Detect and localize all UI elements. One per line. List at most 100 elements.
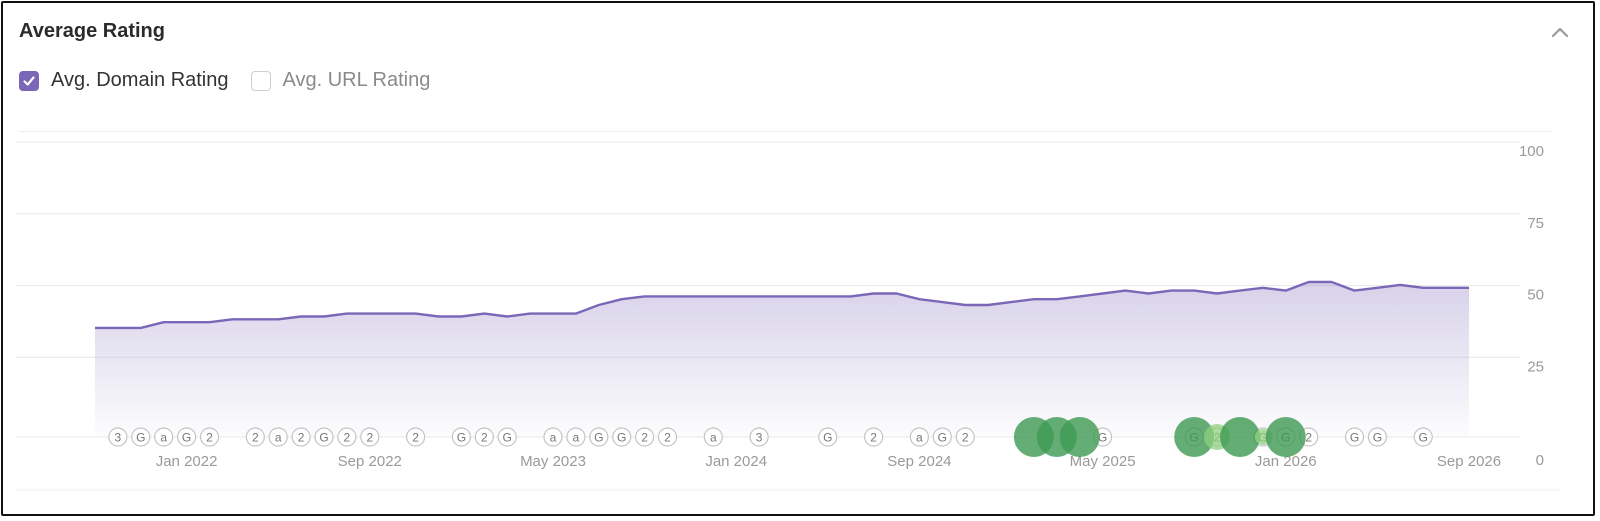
annotation-label: G — [1350, 431, 1359, 445]
annotation-label: G — [182, 431, 191, 445]
annotation-circle — [1413, 427, 1433, 447]
annotation-marker: 3 — [749, 427, 769, 447]
annotation-circle — [1344, 427, 1365, 447]
update-bubble — [1174, 417, 1215, 457]
annotation-circle — [177, 427, 197, 447]
annotation-label: G — [617, 431, 626, 445]
x-tick-label: Jan 2024 — [705, 453, 767, 470]
annotation-marker: 3 — [108, 427, 128, 447]
x-tick-label: Sep 2024 — [887, 453, 951, 470]
annotation-marker: G — [1344, 427, 1365, 447]
annotation-circle — [909, 427, 930, 447]
toggle-avg-url-rating[interactable]: Avg. URL Rating — [250, 69, 431, 92]
annotation-marker: G — [177, 427, 197, 447]
annotation-label: 2 — [870, 431, 877, 445]
annotation-label: G — [136, 431, 145, 445]
y-tick-label: 50 — [1527, 287, 1544, 304]
annotation-label: 2 — [344, 431, 351, 445]
annotation-marker: G — [314, 427, 334, 447]
annotation-label: 2 — [641, 431, 648, 445]
annotation-circle — [932, 427, 952, 447]
annotation-circle — [1367, 427, 1388, 447]
card-title: Average Rating — [19, 20, 165, 42]
annotation-marker: G — [131, 427, 151, 447]
annotation-circle — [543, 427, 563, 447]
annotation-label: a — [573, 431, 580, 445]
annotation-circle — [268, 427, 288, 447]
annotation-circle — [657, 427, 678, 447]
annotation-circle — [818, 427, 838, 447]
x-tick-label: Jan 2022 — [156, 453, 218, 470]
annotation-label: a — [275, 431, 282, 445]
update-bubble — [1059, 417, 1100, 457]
annotation-marker: G — [818, 427, 838, 447]
annotation-circle — [589, 427, 609, 447]
x-tick-label: Sep 2022 — [338, 453, 402, 470]
annotation-label: 2 — [481, 431, 488, 445]
annotation-circle — [497, 427, 517, 447]
annotation-marker: G — [932, 427, 952, 447]
divider — [19, 131, 1551, 132]
toggle-label: Avg. URL Rating — [282, 69, 431, 91]
annotation-marker: G — [589, 427, 609, 447]
annotation-circle — [451, 427, 471, 447]
annotation-marker: a — [566, 427, 586, 447]
annotation-circle — [406, 427, 426, 447]
annotation-marker: G — [1367, 427, 1388, 447]
checkbox-checked-icon[interactable] — [19, 70, 39, 91]
annotation-label: G — [823, 431, 832, 445]
annotation-marker: 2 — [657, 427, 678, 447]
annotation-label: 2 — [206, 431, 213, 445]
series-toggles: Avg. Domain Rating Avg. URL Rating — [19, 69, 452, 92]
annotation-circle — [108, 427, 128, 447]
annotation-marker: 2 — [199, 427, 220, 447]
annotation-circle — [955, 427, 975, 447]
annotation-circle — [314, 427, 334, 447]
annotation-marker: 2 — [474, 427, 494, 447]
annotation-marker: G — [612, 427, 632, 447]
y-tick-label: 25 — [1527, 358, 1544, 375]
annotation-label: G — [457, 431, 466, 445]
annotation-circle — [245, 427, 265, 447]
annotation-circle — [703, 427, 723, 447]
annotation-circle — [360, 427, 380, 447]
y-tick-label: 100 — [1519, 143, 1544, 160]
annotation-label: 2 — [664, 431, 671, 445]
annotation-label: a — [916, 431, 923, 445]
annotation-label: G — [938, 431, 947, 445]
x-tick-label: Sep 2026 — [1437, 453, 1501, 470]
update-bubble — [1265, 417, 1306, 457]
annotation-label: G — [319, 431, 328, 445]
annotation-label: G — [1373, 431, 1382, 445]
annotation-circle — [634, 427, 655, 447]
annotation-marker: a — [543, 427, 563, 447]
annotation-circle — [863, 427, 884, 447]
toggle-avg-domain-rating[interactable]: Avg. Domain Rating — [19, 69, 229, 92]
annotation-circle — [566, 427, 586, 447]
update-bubble — [1220, 417, 1260, 457]
annotation-marker: 2 — [360, 427, 380, 447]
annotation-circle — [291, 427, 311, 447]
series-area — [95, 282, 1469, 437]
annotation-marker: G — [1413, 427, 1433, 447]
annotation-label: 2 — [252, 431, 259, 445]
annotation-marker: a — [154, 427, 174, 447]
annotation-label: 2 — [412, 431, 419, 445]
annotation-circle — [337, 427, 357, 447]
annotation-circle — [131, 427, 151, 447]
annotation-marker: a — [909, 427, 930, 447]
annotation-label: 2 — [962, 431, 969, 445]
annotation-label: 2 — [298, 431, 305, 445]
annotation-circle — [474, 427, 494, 447]
collapse-button[interactable] — [1545, 17, 1575, 47]
annotation-label: G — [594, 431, 603, 445]
annotation-label: G — [1098, 431, 1107, 445]
checkbox-unchecked-icon[interactable] — [250, 70, 271, 91]
annotation-label: a — [550, 431, 557, 445]
y-tick-label: 75 — [1527, 215, 1544, 232]
annotation-marker: 2 — [245, 427, 265, 447]
annotation-marker: G — [497, 427, 517, 447]
annotation-marker: 2 — [863, 427, 884, 447]
annotation-marker: a — [268, 427, 288, 447]
chevron-up-icon — [1551, 27, 1569, 38]
